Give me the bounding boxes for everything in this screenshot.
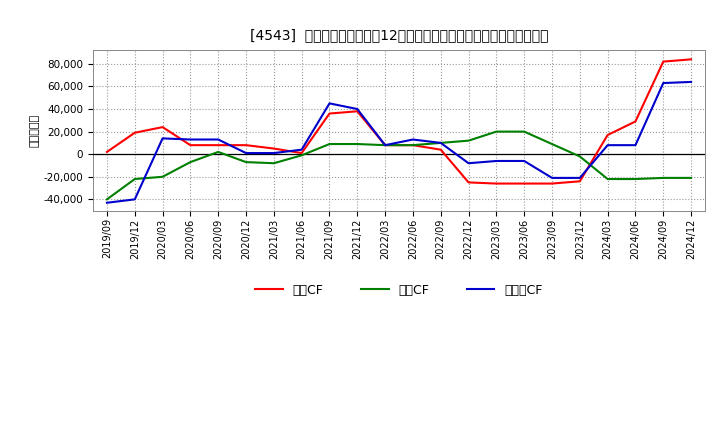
フリーCF xyxy=(242,150,251,156)
投資CF xyxy=(631,176,640,182)
フリーCF xyxy=(158,136,167,141)
営業CF xyxy=(242,143,251,148)
投資CF xyxy=(436,140,445,146)
営業CF xyxy=(687,57,696,62)
投資CF xyxy=(659,175,667,180)
営業CF xyxy=(575,179,584,184)
投資CF xyxy=(158,174,167,180)
Line: 投資CF: 投資CF xyxy=(107,132,691,199)
営業CF xyxy=(603,132,612,138)
投資CF xyxy=(242,159,251,165)
Y-axis label: （百万円）: （百万円） xyxy=(30,114,40,147)
Legend: 営業CF, 投資CF, フリーCF: 営業CF, 投資CF, フリーCF xyxy=(255,284,543,297)
投資CF xyxy=(464,138,473,143)
営業CF xyxy=(548,181,557,186)
フリーCF xyxy=(297,147,306,152)
投資CF xyxy=(353,141,361,147)
投資CF xyxy=(548,141,557,147)
フリーCF xyxy=(186,137,194,142)
フリーCF xyxy=(464,161,473,166)
フリーCF xyxy=(353,106,361,112)
投資CF xyxy=(297,153,306,158)
営業CF xyxy=(297,150,306,156)
営業CF xyxy=(520,181,528,186)
投資CF xyxy=(520,129,528,134)
フリーCF xyxy=(130,197,139,202)
投資CF xyxy=(409,143,418,148)
営業CF xyxy=(409,143,418,148)
営業CF xyxy=(631,119,640,124)
投資CF xyxy=(492,129,500,134)
フリーCF xyxy=(409,137,418,142)
フリーCF xyxy=(269,150,278,156)
営業CF xyxy=(492,181,500,186)
営業CF xyxy=(659,59,667,64)
営業CF xyxy=(464,180,473,185)
投資CF xyxy=(269,161,278,166)
フリーCF xyxy=(103,200,112,205)
投資CF xyxy=(603,176,612,182)
投資CF xyxy=(103,197,112,202)
営業CF xyxy=(353,109,361,114)
フリーCF xyxy=(659,81,667,86)
営業CF xyxy=(103,149,112,154)
フリーCF xyxy=(631,143,640,148)
営業CF xyxy=(436,147,445,152)
営業CF xyxy=(381,143,390,148)
フリーCF xyxy=(575,175,584,180)
営業CF xyxy=(158,125,167,130)
フリーCF xyxy=(325,101,334,106)
営業CF xyxy=(130,130,139,136)
営業CF xyxy=(214,143,222,148)
営業CF xyxy=(325,111,334,116)
投資CF xyxy=(575,154,584,159)
Line: フリーCF: フリーCF xyxy=(107,82,691,203)
投資CF xyxy=(325,141,334,147)
営業CF xyxy=(269,146,278,151)
投資CF xyxy=(214,149,222,154)
投資CF xyxy=(687,175,696,180)
営業CF xyxy=(186,143,194,148)
フリーCF xyxy=(436,140,445,146)
フリーCF xyxy=(687,79,696,84)
Title: [4543]  キャッシュフローの12か月移動合計の対前年同期増減額の推移: [4543] キャッシュフローの12か月移動合計の対前年同期増減額の推移 xyxy=(250,28,548,42)
投資CF xyxy=(381,143,390,148)
フリーCF xyxy=(492,158,500,164)
フリーCF xyxy=(214,137,222,142)
Line: 営業CF: 営業CF xyxy=(107,59,691,183)
フリーCF xyxy=(381,143,390,148)
投資CF xyxy=(130,176,139,182)
フリーCF xyxy=(603,143,612,148)
フリーCF xyxy=(548,175,557,180)
フリーCF xyxy=(520,158,528,164)
投資CF xyxy=(186,159,194,165)
